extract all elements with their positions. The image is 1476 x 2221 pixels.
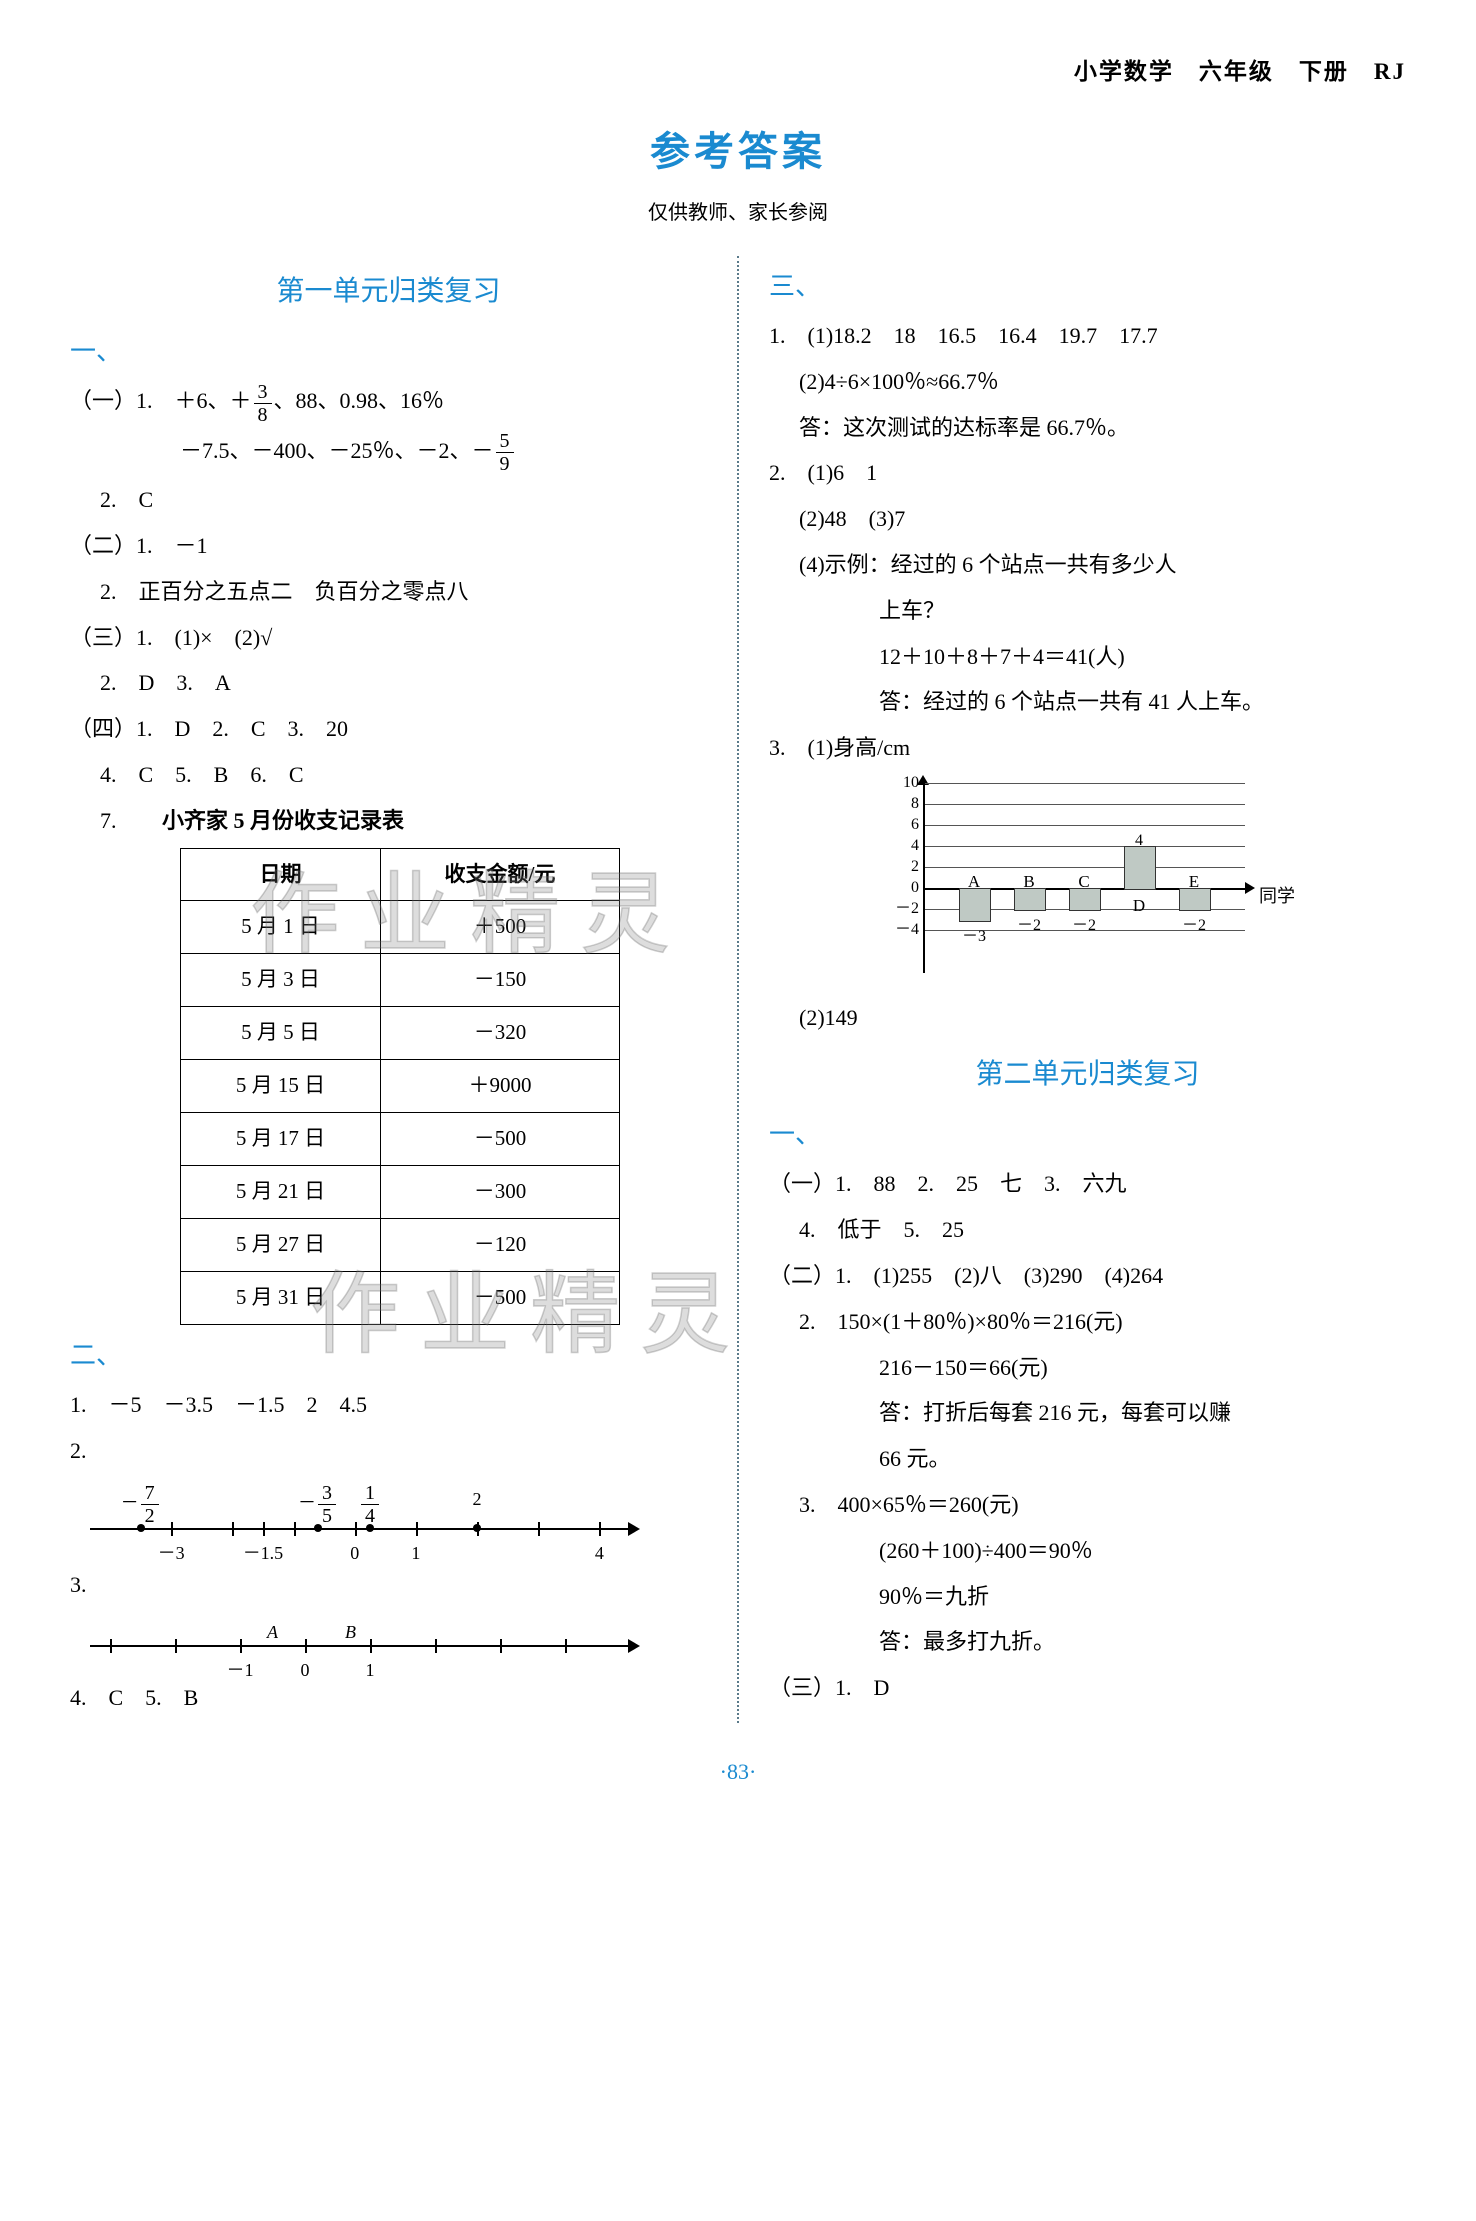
th-amount: 收支金额/元 [380, 848, 619, 901]
number-line-3: 01－1AB [90, 1613, 650, 1673]
table-row: 5 月 1 日＋500 [181, 901, 620, 954]
unit1-title: 第一单元归类复习 [70, 264, 707, 317]
two-column-layout: 第一单元归类复习 一、 （一）1. ＋6、＋38、88、0.98、16％ －7.… [70, 256, 1406, 1723]
r2e: 答：经过的 6 个站点一共有 41 人上车。 [769, 681, 1406, 723]
u2c4: 66 元。 [769, 1438, 1406, 1480]
sec2-q1: 1. －5 －3.5 －1.5 2 4.5 [70, 1384, 707, 1426]
q1-2: 2. C [70, 479, 707, 521]
q2-2: 2. 正百分之五点二 负百分之零点八 [70, 571, 707, 613]
th-date: 日期 [181, 848, 381, 901]
r3b: (2)149 [769, 997, 1406, 1039]
r2a: 2. (1)6 1 [769, 452, 1406, 494]
section-three: 三、 [769, 262, 1406, 311]
table-caption: 小齐家 5 月份收支记录表 [162, 808, 404, 833]
u2c2: 216－150＝66(元) [769, 1347, 1406, 1389]
u2a: （一）1. 88 2. 25 七 3. 六九 [769, 1163, 1406, 1205]
q3-2: 2. D 3. A [70, 662, 707, 704]
u2c3: 答：打折后每套 216 元，每套可以赚 [769, 1392, 1406, 1434]
table-row: 5 月 17 日－500 [181, 1113, 620, 1166]
table-row: 5 月 5 日－320 [181, 1007, 620, 1060]
page-title: 参考答案 [70, 114, 1406, 190]
q1-1a: （一）1. ＋6、＋ [70, 388, 252, 413]
table-row: 5 月 31 日－500 [181, 1271, 620, 1324]
u2a2: 4. 低于 5. 25 [769, 1209, 1406, 1251]
section-two: 二、 [70, 1331, 707, 1380]
frac-5-9: 59 [496, 430, 514, 475]
q4-7: 7. 小齐家 5 月份收支记录表 [70, 800, 707, 842]
q1-1: （一）1. ＋6、＋38、88、0.98、16％ [70, 380, 707, 425]
table-row: 5 月 3 日－150 [181, 954, 620, 1007]
height-bar-chart: 1086420－2－4A－3B－2C－2D4E－2同学 [889, 773, 1249, 993]
sec2-q3-label: 3. [70, 1564, 707, 1606]
unit2-section-one: 一、 [769, 1110, 1406, 1159]
sec2-q4: 4. C 5. B [70, 1677, 707, 1719]
running-header: 小学数学 六年级 下册 RJ [70, 50, 1406, 94]
page-subtitle: 仅供教师、家长参阅 [70, 194, 1406, 232]
table-header-row: 日期 收支金额/元 [181, 848, 620, 901]
unit2-title: 第二单元归类复习 [769, 1047, 1406, 1100]
u2d: 3. 400×65％＝260(元) [769, 1484, 1406, 1526]
income-expense-table: 日期 收支金额/元 5 月 1 日＋500 5 月 3 日－150 5 月 5 … [180, 848, 620, 1325]
q3-1: （三）1. (1)× (2)√ [70, 617, 707, 659]
sec2-q2-label: 2. [70, 1430, 707, 1472]
r2c2: 上车？ [769, 590, 1406, 632]
q2-1: （二）1. －1 [70, 525, 707, 567]
r2d: 12＋10＋8＋7＋4＝41(人) [769, 636, 1406, 678]
r3a: 3. (1)身高/cm [769, 727, 1406, 769]
u2e: （三）1. D [769, 1667, 1406, 1709]
q1-1c: －7.5、－400、－25％、－2、－59 [70, 430, 707, 475]
page: 小学数学 六年级 下册 RJ 参考答案 仅供教师、家长参阅 第一单元归类复习 一… [70, 50, 1406, 1793]
table-row: 5 月 21 日－300 [181, 1165, 620, 1218]
left-column: 第一单元归类复习 一、 （一）1. ＋6、＋38、88、0.98、16％ －7.… [70, 256, 707, 1723]
r1c: 答：这次测试的达标率是 66.7％。 [769, 407, 1406, 449]
u2c: 2. 150×(1＋80％)×80％＝216(元) [769, 1301, 1406, 1343]
q4-2: 4. C 5. B 6. C [70, 754, 707, 796]
r2c: (4)示例：经过的 6 个站点一共有多少人 [769, 544, 1406, 586]
right-column: 三、 1. (1)18.2 18 16.5 16.4 19.7 17.7 (2)… [769, 256, 1406, 1723]
q1-1b: 、88、0.98、16％ [274, 388, 445, 413]
q4-1: （四）1. D 2. C 3. 20 [70, 708, 707, 750]
page-number: ·83· [70, 1751, 1406, 1793]
u2d4: 答：最多打九折。 [769, 1621, 1406, 1663]
u2b: （二）1. (1)255 (2)八 (3)290 (4)264 [769, 1255, 1406, 1297]
section-one: 一、 [70, 327, 707, 376]
u2d3: 90％＝九折 [769, 1576, 1406, 1618]
column-divider [737, 256, 739, 1723]
number-line-2: 014－3－1.5－72－35142 [90, 1480, 650, 1560]
table-row: 5 月 27 日－120 [181, 1218, 620, 1271]
r2b: (2)48 (3)7 [769, 498, 1406, 540]
frac-3-8: 38 [254, 381, 272, 426]
r1a: 1. (1)18.2 18 16.5 16.4 19.7 17.7 [769, 315, 1406, 357]
r1b: (2)4÷6×100％≈66.7％ [769, 361, 1406, 403]
u2d2: (260＋100)÷400＝90％ [769, 1530, 1406, 1572]
table-row: 5 月 15 日＋9000 [181, 1060, 620, 1113]
